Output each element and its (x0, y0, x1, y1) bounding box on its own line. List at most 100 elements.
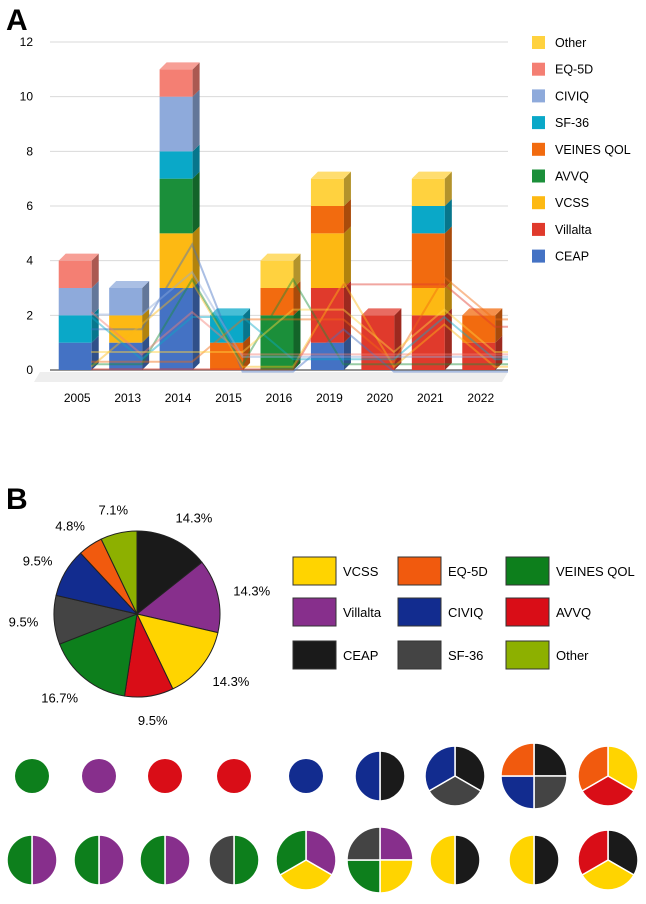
a-bar-side (343, 335, 351, 370)
a-bar-segment (58, 315, 92, 343)
b-legend-swatch (397, 640, 442, 670)
combination-circle-slice (454, 834, 481, 886)
a-bar-side (343, 226, 351, 288)
a-bar-segment (310, 206, 344, 234)
a-bar-side (243, 335, 251, 370)
a-legend-swatch (532, 249, 545, 263)
a-y-tick-label: 12 (20, 35, 34, 49)
combination-circle-slice (275, 829, 307, 877)
a-bars (58, 62, 503, 370)
a-trend-line (91, 283, 508, 371)
b-pie-label: 9.5% (138, 713, 168, 728)
a-bar-segment (159, 151, 193, 179)
combination-circle-slice (580, 775, 636, 807)
panel-a: A 0 2 4 6 8 10 12 2005 2013 2014 2015 2016 2019 2020… (6, 4, 631, 405)
b-legend-swatch (292, 556, 337, 586)
a-bar-top (159, 62, 200, 70)
a-bar-side (444, 281, 452, 316)
a-bar-top (210, 308, 251, 316)
a-y-tick-label: 0 (26, 363, 33, 377)
combination-circle-slice (508, 834, 535, 886)
a-bar-side (192, 62, 200, 97)
combination-circle-slice (379, 826, 414, 861)
a-legend-label: EQ-5D (555, 63, 593, 77)
combination-circle (15, 759, 49, 793)
combination-circle (508, 834, 560, 886)
combination-circle (577, 745, 639, 807)
a-bar-side (91, 308, 99, 343)
a-trend-line (91, 242, 508, 373)
a-bar-side (142, 281, 150, 316)
a-chart-floor (34, 372, 508, 382)
b-legend-swatch (505, 597, 550, 627)
a-bar-segment (310, 178, 344, 206)
a-x-tick-labels: 2005 2013 2014 2015 2016 2019 2020 2021 2022 (64, 391, 495, 405)
a-bar-segment (361, 315, 395, 370)
a-bar-top (58, 253, 99, 261)
a-bar-segment (462, 342, 496, 370)
a-bar-side (495, 335, 503, 370)
b-legend-swatch (397, 556, 442, 586)
a-bar-side (91, 281, 99, 316)
b-pie-label: 14.3% (176, 511, 213, 526)
b-legend-label: VCSS (343, 564, 379, 579)
a-legend-label: Other (555, 36, 586, 50)
b-pie-label: 16.7% (41, 691, 78, 706)
a-x-tick-label: 2016 (266, 391, 293, 405)
a-legend-swatch (532, 89, 545, 103)
combination-circle-slice (139, 834, 166, 886)
a-legend: Other EQ-5D CIVIQ SF-36 VEINES QOL AVVQ VCSS V… (532, 36, 631, 264)
a-bar-segment (210, 315, 244, 343)
a-trend-line (91, 277, 508, 367)
a-bar-segment (159, 178, 193, 234)
a-legend-label: CIVIQ (555, 89, 589, 103)
b-pie-slice (58, 613, 138, 697)
combination-circle-slice (533, 834, 560, 886)
a-bar-side (343, 171, 351, 206)
b-legend-label: SF-36 (448, 648, 483, 663)
a-bar-segment (411, 233, 445, 288)
a-trend-line (90, 310, 508, 356)
a-trend-lines (90, 242, 508, 373)
b-pie-label: 14.3% (233, 583, 270, 598)
combination-circle-slice (424, 745, 456, 793)
a-bar-side (293, 281, 301, 316)
combination-circle-slice (346, 859, 381, 894)
combination-circle (73, 834, 125, 886)
a-bar-segment (310, 233, 344, 288)
a-bar-top (462, 308, 503, 316)
a-legend-swatch (532, 142, 545, 156)
combination-circles (6, 742, 639, 894)
a-legend-swatch (532, 222, 545, 236)
combination-circle (289, 759, 323, 793)
a-bar-segment (310, 342, 344, 370)
a-bar-segment (260, 315, 294, 370)
a-bar-segment (109, 315, 143, 343)
a-bar-side (293, 253, 301, 288)
panel-b-label: B (6, 483, 28, 516)
a-bar-segment (58, 288, 92, 316)
a-x-tick-label: 2019 (316, 391, 343, 405)
combination-circle (577, 829, 639, 891)
a-bar-side (444, 226, 452, 288)
a-bar-side (343, 281, 351, 343)
b-legend-swatch (292, 640, 337, 670)
b-legend-label: AVVQ (556, 605, 591, 620)
a-bar-segment (58, 260, 92, 288)
a-bar-side (243, 308, 251, 343)
a-bar-side (192, 281, 200, 370)
a-y-tick-label: 6 (26, 199, 33, 213)
a-y-tick-label: 10 (20, 90, 34, 104)
combination-circle-slice (164, 834, 191, 886)
combination-circle-slice (533, 775, 568, 810)
panel-b: B 14.3% 14.3% 14.3% 9.5% 16.7% 9.5% 9.5% 4.8% 7.… (6, 483, 635, 728)
combination-circle-slice (500, 775, 535, 810)
a-legend-label: AVVQ (555, 170, 589, 184)
a-bar-segment (159, 69, 193, 97)
combination-circle-slice (208, 834, 235, 886)
combination-circle-slice (346, 826, 381, 861)
combination-circle-slice (577, 745, 609, 793)
combination-circle-slice (580, 859, 636, 891)
a-bar-side (444, 308, 452, 370)
combination-circle-slice (427, 775, 483, 807)
